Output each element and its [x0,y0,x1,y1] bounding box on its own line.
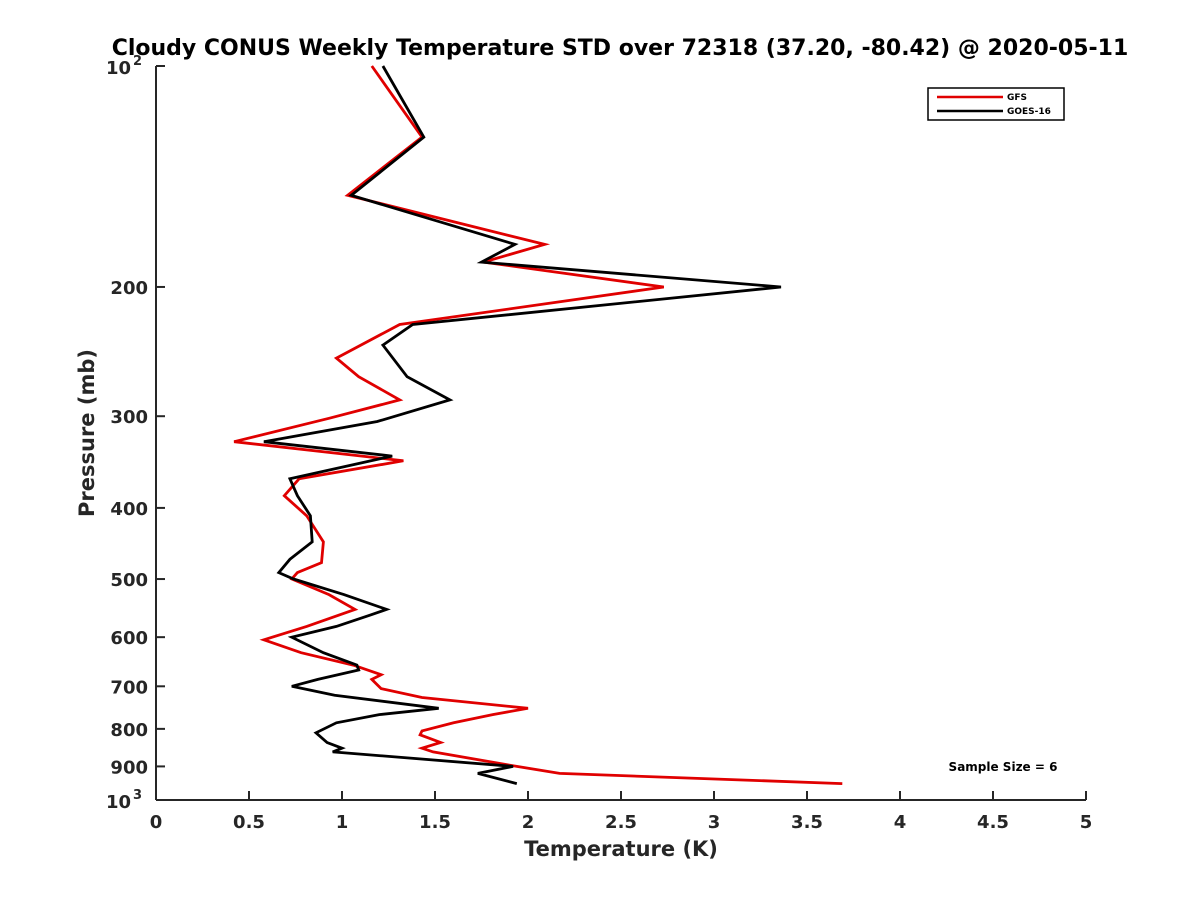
series-layer [233,65,843,785]
legend: GFS GOES-16 [927,87,1065,121]
y-axis-title: Pressure (mb) [75,349,99,517]
x-tick-label: 4.5 [977,812,1009,833]
y-tick-label: 700 [110,677,148,698]
legend-label: GFS [1007,93,1027,103]
x-tick-label: 0.5 [233,812,265,833]
y-tick-label: 200 [110,278,148,299]
legend-label: GOES-16 [1007,107,1051,117]
y-tick-label: 600 [110,628,148,649]
y-tick-label: 900 [110,757,148,778]
y-tick-label-power: 10 [106,792,131,813]
x-tick-label: 1 [336,812,349,833]
x-ticks: 0 0.5 1 1.5 2 2.5 3 3.5 4 4.5 5 [150,791,1093,833]
x-tick-label: 1.5 [419,812,451,833]
y-tick-label: 500 [110,570,148,591]
x-tick-label: 0 [150,812,163,833]
sample-size-annotation: Sample Size = 6 [949,760,1058,774]
y-tick-label: 800 [110,720,148,741]
x-axis-title: Temperature (K) [524,837,718,861]
x-tick-label: 3.5 [791,812,823,833]
y-tick-label-power: 10 [106,58,131,79]
y-tick-label-exponent: 2 [133,54,142,69]
x-tick-label: 2.5 [605,812,637,833]
series-line-gfs [233,65,843,785]
y-tick-label-exponent: 3 [133,788,142,803]
x-tick-label: 3 [708,812,721,833]
x-tick-label: 2 [522,812,535,833]
x-tick-label: 5 [1080,812,1093,833]
series-line-goes-16 [263,65,782,785]
x-tick-label: 4 [894,812,907,833]
y-tick-label: 400 [110,499,148,520]
y-tick-label: 300 [110,407,148,428]
chart-title: Cloudy CONUS Weekly Temperature STD over… [112,36,1129,61]
legend-box [927,87,1065,121]
